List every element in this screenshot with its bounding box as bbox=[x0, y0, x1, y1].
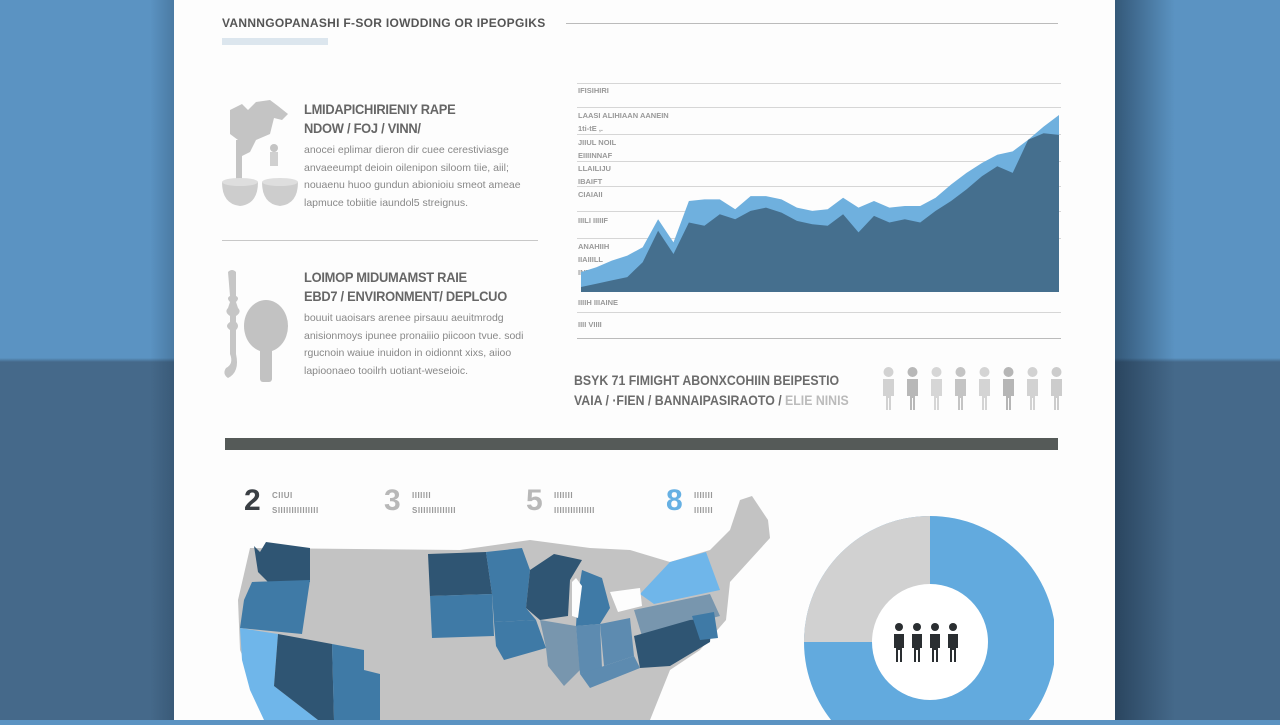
y-label: 1ti-tE ,. bbox=[578, 124, 604, 133]
chart-bottom-rule bbox=[577, 338, 1061, 339]
person-icon bbox=[1048, 366, 1065, 415]
page-shadow-left bbox=[150, 0, 176, 720]
feature-divider bbox=[222, 240, 538, 241]
y-label: IIIIH IIIAINE bbox=[578, 298, 619, 307]
gridline bbox=[577, 186, 1061, 187]
gridline bbox=[577, 83, 1061, 84]
area-chart: IFISIHIRI LAASI ALIHIAAN AANEIN 1ti-tE ,… bbox=[577, 80, 1061, 340]
feature-block-1: LMIDAPICHIRIENIY RAPE NDOW / FOJ / VINN/… bbox=[222, 100, 540, 220]
tool-paddle-icon bbox=[222, 268, 294, 382]
header-rule bbox=[566, 23, 1058, 24]
y-label: IFISIHIRI bbox=[578, 86, 609, 95]
y-label: CIAIAII bbox=[578, 190, 603, 199]
person-icon bbox=[1000, 366, 1017, 415]
y-label: IIII VIIII bbox=[578, 320, 602, 329]
gridline bbox=[577, 107, 1061, 108]
donut-chart bbox=[804, 516, 1056, 725]
feature-title: LMIDAPICHIRIENIY RAPE NDOW / FOJ / VINN/ bbox=[304, 101, 456, 136]
people-icons-row bbox=[880, 366, 1065, 415]
person-icon bbox=[976, 366, 993, 415]
stat-number: 3 bbox=[384, 484, 401, 517]
person-icon bbox=[928, 366, 945, 415]
feature-block-2: LOIMOP MIDUMAMST RAIE EBD7 / ENVIRONMENT… bbox=[222, 268, 540, 388]
person-icon bbox=[904, 366, 921, 415]
page-shadow-right bbox=[1115, 0, 1175, 720]
gridline bbox=[577, 312, 1061, 313]
feature-body: bouuit uaoisars arenee pirsauu aeuitmrod… bbox=[304, 312, 524, 377]
y-label: LLAILIJU bbox=[578, 164, 611, 173]
person-icon bbox=[952, 366, 969, 415]
area-plot bbox=[581, 115, 1059, 292]
chart-caption: BSYK 71 FIMIGHT ABONXCOHIIN BEIPESTIO VA… bbox=[574, 370, 849, 410]
stat-number: 5 bbox=[526, 484, 543, 517]
y-label: JIIUL NOIL bbox=[578, 138, 617, 147]
caption-line-2: VAIA / ·FIEN / BANNAIPASIRAOTO / bbox=[574, 392, 782, 408]
person-icon bbox=[1024, 366, 1041, 415]
person-icon bbox=[880, 366, 897, 415]
y-label: LAASI ALIHIAAN AANEIN bbox=[578, 111, 669, 120]
caption-muted-text: ELIE NINIS bbox=[781, 392, 849, 408]
page-title: VANNNGOPANASHI F-SOR IOWDDING OR IPEOPGI… bbox=[222, 16, 546, 30]
caption-line-1: BSYK 71 FIMIGHT ABONXCOHIIN BEIPESTIO bbox=[574, 372, 840, 388]
gridline bbox=[577, 134, 1061, 135]
y-label: IBAIFT bbox=[578, 177, 603, 186]
feature-title: LOIMOP MIDUMAMST RAIE EBD7 / ENVIRONMENT… bbox=[304, 269, 507, 304]
title-underline bbox=[222, 38, 328, 45]
gridline bbox=[577, 161, 1061, 162]
us-choropleth-map bbox=[230, 490, 790, 725]
area-series-lower bbox=[581, 133, 1059, 292]
feature-body: anocei eplimar dieron dir cuee cerestivi… bbox=[304, 144, 521, 209]
stat-number: 8 bbox=[666, 484, 683, 517]
y-label: EIIIINNAF bbox=[578, 151, 613, 160]
group-of-people-icon bbox=[892, 622, 960, 662]
section-divider-bar bbox=[225, 438, 1058, 450]
y-label: IIAIIILL bbox=[578, 255, 603, 264]
y-label: IIILI IIIIIF bbox=[578, 216, 608, 225]
y-label: ANAHIIH bbox=[578, 242, 610, 251]
infographic-page: VANNNGOPANASHI F-SOR IOWDDING OR IPEOPGI… bbox=[174, 0, 1115, 725]
stat-number: 2 bbox=[244, 484, 261, 517]
cooking-bowls-icon bbox=[222, 100, 298, 210]
